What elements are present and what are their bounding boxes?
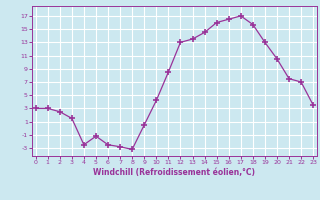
- X-axis label: Windchill (Refroidissement éolien,°C): Windchill (Refroidissement éolien,°C): [93, 168, 255, 177]
